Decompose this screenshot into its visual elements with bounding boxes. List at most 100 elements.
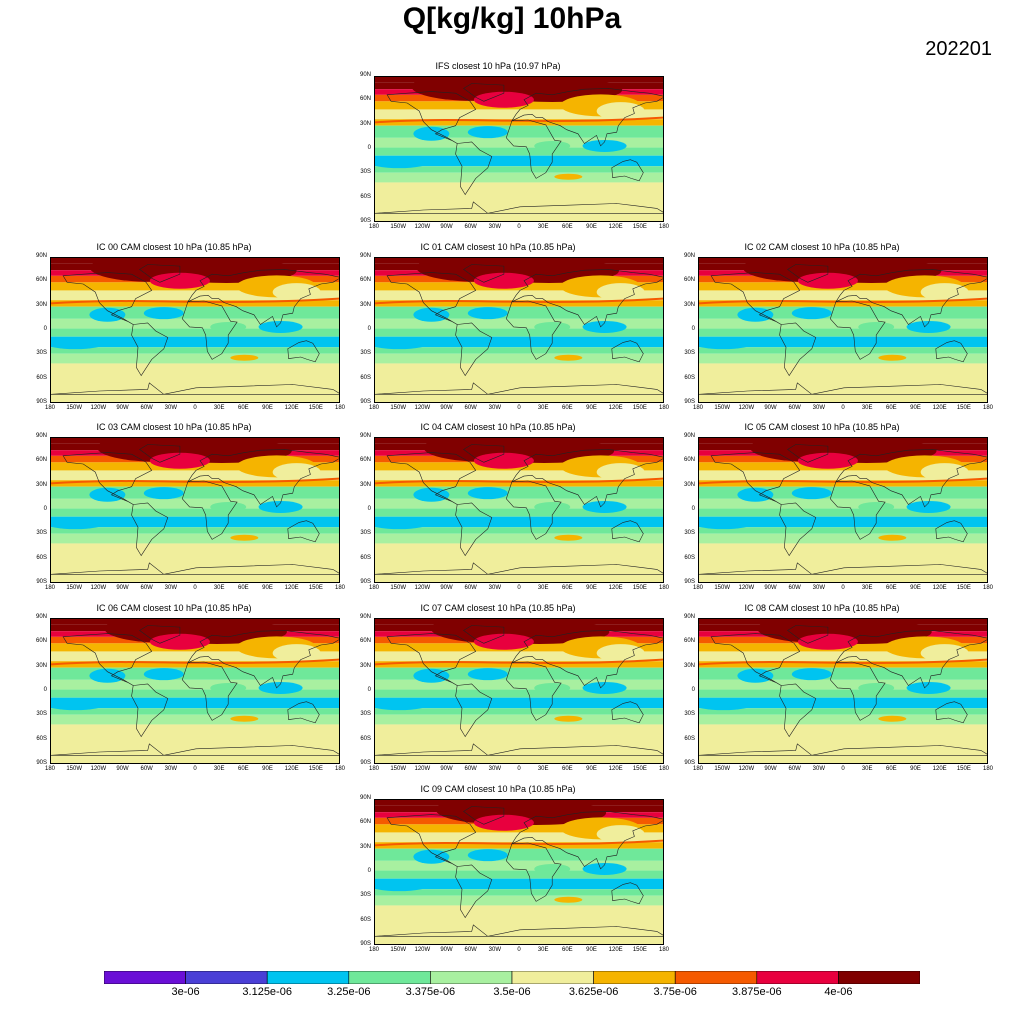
lat-tick-label: 30N xyxy=(35,481,47,488)
contour-feature xyxy=(797,272,858,289)
lon-tick-label: 90E xyxy=(910,585,921,591)
lon-tick-label: 30E xyxy=(861,585,873,591)
contour-map xyxy=(699,438,987,582)
contour-feature xyxy=(924,373,987,386)
lat-tick-label: 60S xyxy=(360,735,371,742)
map-panel: IC 01 CAM closest 10 hPa (10.85 hPa) 90N 6… xyxy=(348,242,669,412)
lat-tick-label: 90S xyxy=(360,941,371,947)
lat-tick-label: 60N xyxy=(35,277,47,284)
colorbar-swatch xyxy=(511,970,594,985)
lon-tick-label: 90E xyxy=(262,585,273,591)
coastline xyxy=(787,444,829,463)
coastline xyxy=(611,159,644,182)
lat-tick-label: 60N xyxy=(359,277,371,284)
contour-band xyxy=(51,508,339,517)
coastline xyxy=(463,806,505,825)
contour-feature xyxy=(276,553,339,566)
lon-tick-label: 180 xyxy=(658,947,669,953)
coastline xyxy=(375,743,663,756)
lon-tick-label: 30E xyxy=(537,947,549,953)
lat-tick-label: 90S xyxy=(36,579,47,585)
contour-band xyxy=(699,661,987,668)
coastline xyxy=(62,272,153,325)
lon-tick-label: 60E xyxy=(561,766,573,772)
contour-band xyxy=(375,842,663,849)
contour-map xyxy=(51,258,339,402)
contour-feature xyxy=(467,126,508,139)
lat-tick-label: 90S xyxy=(360,579,371,585)
lat-tick-label: 60S xyxy=(684,554,695,561)
panel-title: IC 08 CAM closest 10 hPa (10.85 hPa) xyxy=(744,603,900,613)
lon-tick-label: 150E xyxy=(632,224,647,230)
lat-tick-label: 30S xyxy=(36,530,47,537)
lon-tick-label: 180 xyxy=(368,585,379,591)
coastline xyxy=(505,480,562,540)
contour-band xyxy=(375,109,663,120)
contour-band xyxy=(51,679,339,690)
lon-tick-label: 30W xyxy=(488,585,501,591)
contour-band xyxy=(699,714,987,725)
lat-tick-label: 90N xyxy=(359,253,371,259)
contour-band xyxy=(699,508,987,517)
contour-feature xyxy=(600,192,663,205)
panel-title: IC 03 CAM closest 10 hPa (10.85 hPa) xyxy=(96,422,252,432)
lat-tick-label: 0 xyxy=(367,687,371,693)
contour-band xyxy=(375,714,663,725)
contour-band xyxy=(375,353,663,364)
lat-tick-label: 90S xyxy=(360,218,371,224)
contour-band xyxy=(375,147,663,156)
map-area xyxy=(698,257,988,403)
contour-feature xyxy=(272,283,321,302)
lon-tick-label: 60W xyxy=(464,766,477,772)
contour-band xyxy=(699,300,987,307)
lat-tick-label: 0 xyxy=(691,326,695,332)
coastline xyxy=(386,814,477,867)
coastline xyxy=(181,480,238,540)
lat-tick-label: 30N xyxy=(359,843,371,850)
lon-tick-label: 120E xyxy=(608,585,623,591)
lon-tick-label: 60W xyxy=(788,585,801,591)
lat-tick-label: 60N xyxy=(683,457,695,464)
lon-tick-label: 90W xyxy=(440,585,453,591)
lat-tick-label: 30N xyxy=(683,662,695,669)
contour-band xyxy=(51,290,339,301)
contour-feature xyxy=(596,283,645,302)
contour-feature xyxy=(582,862,627,875)
contour-band xyxy=(375,527,663,534)
coastline xyxy=(829,661,886,721)
coastline xyxy=(779,683,817,738)
contour-line xyxy=(51,658,339,666)
coastline xyxy=(181,300,238,360)
contour-feature xyxy=(258,500,303,513)
contour-band xyxy=(699,697,987,709)
coastline xyxy=(511,88,663,147)
colorbar-swatch xyxy=(430,970,513,985)
contour-band xyxy=(375,119,663,126)
contour-feature xyxy=(582,139,627,152)
lon-tick-label: 150E xyxy=(956,405,971,411)
lat-tick-label: 90N xyxy=(359,72,371,78)
contour-map xyxy=(51,438,339,582)
coastline xyxy=(455,141,493,196)
contour-feature xyxy=(89,487,126,502)
panel-title: IC 06 CAM closest 10 hPa (10.85 hPa) xyxy=(96,603,252,613)
lon-tick-label: 30W xyxy=(812,585,825,591)
colorbar-swatches xyxy=(103,970,921,985)
lon-tick-label: 150W xyxy=(390,585,406,591)
contour-feature xyxy=(149,452,210,469)
contour-feature xyxy=(554,896,583,903)
contour-map xyxy=(375,619,663,763)
contour-feature xyxy=(920,463,969,482)
contour-band xyxy=(51,708,339,715)
lon-tick-label: 60E xyxy=(561,947,573,953)
lon-tick-label: 60E xyxy=(237,766,249,772)
contour-band xyxy=(51,347,339,354)
panel-title: IC 00 CAM closest 10 hPa (10.85 hPa) xyxy=(96,242,252,252)
coastline xyxy=(463,83,505,102)
lat-tick-label: 0 xyxy=(43,687,47,693)
lon-tick-label: 0 xyxy=(841,766,845,772)
contour-feature xyxy=(582,681,627,694)
lon-tick-label: 0 xyxy=(517,947,521,953)
lon-tick-label: 30W xyxy=(164,405,177,411)
lat-tick-label: 30S xyxy=(684,350,695,357)
